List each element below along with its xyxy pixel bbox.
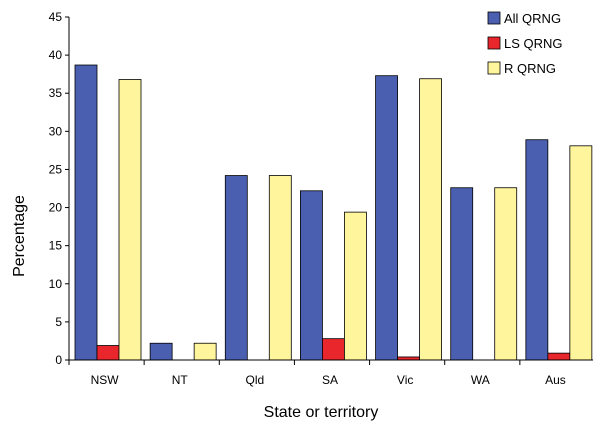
- legend-label-all-qrng: All QRNG: [504, 11, 561, 26]
- legend-swatch-r-qrng: [487, 61, 501, 75]
- y-axis-title: Percentage: [11, 195, 28, 277]
- y-tick-label: 40: [49, 48, 63, 62]
- bar-r-qrng-nsw: [118, 79, 142, 361]
- bars-layer: [74, 64, 593, 361]
- y-tick-label: 5: [55, 315, 62, 329]
- legend-label-ls-qrng: LS QRNG: [504, 36, 563, 51]
- x-tick-label-aus: Aus: [545, 373, 566, 387]
- x-axis-title: State or territory: [264, 404, 379, 421]
- y-tick-label: 10: [49, 277, 63, 291]
- x-tick-label-wa: WA: [471, 373, 490, 387]
- bar-all-qrng-sa: [300, 190, 323, 361]
- y-tick-label: 25: [49, 162, 63, 176]
- x-tick-label-nt: NT: [172, 373, 189, 387]
- bar-all-qrng-qld: [224, 175, 248, 361]
- bar-ls-qrng-nsw: [96, 345, 120, 361]
- x-tick-label-nsw: NSW: [91, 373, 120, 387]
- y-tick-label: 30: [49, 124, 63, 138]
- y-tick-label: 20: [49, 201, 63, 215]
- y-tick-label: 0: [55, 353, 62, 367]
- x-tick-label-vic: Vic: [397, 373, 413, 387]
- bar-all-qrng-aus: [525, 139, 549, 361]
- bar-all-qrng-nsw: [74, 64, 98, 361]
- bar-r-qrng-sa: [344, 211, 367, 361]
- bar-r-qrng-qld: [268, 175, 292, 361]
- bar-r-qrng-nt: [193, 342, 217, 361]
- legend: All QRNG LS QRNG R QRNG: [487, 11, 563, 76]
- x-tick-label-qld: Qld: [246, 373, 265, 387]
- axes-layer: 0 5 10 15 20 25 30 35 40 45 NSW NT Qld SA Vic WA Aus: [49, 10, 593, 387]
- bar-all-qrng-nt: [149, 342, 173, 361]
- bar-ls-qrng-aus: [547, 352, 571, 361]
- y-tick-label: 15: [49, 239, 63, 253]
- y-tick-label: 35: [49, 86, 63, 100]
- x-tick-label-sa: SA: [322, 373, 338, 387]
- bar-r-qrng-aus: [569, 145, 593, 361]
- y-tick-label: 45: [49, 10, 63, 24]
- legend-label-r-qrng: R QRNG: [504, 61, 556, 76]
- bar-all-qrng-wa: [450, 187, 474, 361]
- legend-swatch-ls-qrng: [487, 36, 501, 50]
- bar-ls-qrng-sa: [322, 338, 345, 361]
- bar-all-qrng-vic: [375, 75, 398, 361]
- bar-r-qrng-vic: [419, 78, 442, 361]
- bar-r-qrng-wa: [494, 187, 518, 361]
- legend-swatch-all-qrng: [487, 11, 501, 25]
